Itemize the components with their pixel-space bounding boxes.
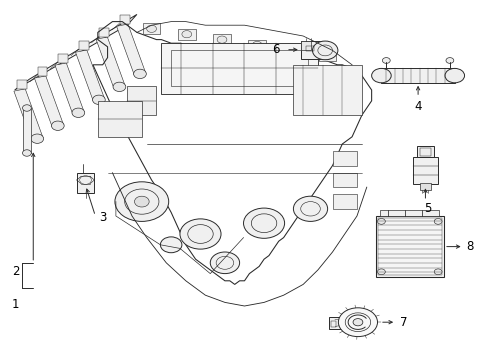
Polygon shape [96,37,125,88]
Bar [283,45,301,56]
Bar [419,183,430,190]
Polygon shape [116,24,145,75]
Bar [77,173,94,193]
Bar [377,218,441,275]
Circle shape [210,252,239,274]
Circle shape [31,134,43,143]
Bar [332,173,356,187]
Circle shape [445,58,453,63]
Text: 1: 1 [12,298,20,311]
Bar [328,317,343,329]
Bar [300,41,327,59]
Circle shape [115,182,168,221]
Bar [332,151,356,166]
Circle shape [252,41,262,49]
Polygon shape [15,14,137,90]
Circle shape [92,95,105,104]
Circle shape [352,319,362,326]
Text: 3: 3 [99,211,106,224]
Circle shape [293,196,327,221]
Bar [248,40,265,50]
Bar [293,65,361,115]
Circle shape [322,52,332,59]
Polygon shape [34,76,63,127]
Text: 2: 2 [12,265,20,278]
Bar [375,216,443,277]
Circle shape [72,108,84,117]
Bar [161,43,317,94]
Circle shape [22,105,31,111]
Bar [142,23,160,34]
Circle shape [382,58,389,63]
Bar [127,86,156,115]
Circle shape [146,25,156,32]
Bar [330,321,336,327]
Bar [58,54,68,63]
Bar [300,41,310,50]
Circle shape [134,196,149,207]
Bar [332,194,356,209]
Circle shape [312,41,337,60]
Bar [98,101,142,137]
Bar [412,157,437,184]
Circle shape [243,208,284,238]
Text: 7: 7 [399,316,407,329]
Circle shape [377,269,385,275]
Bar [79,41,88,50]
Bar [381,68,454,83]
Text: 4: 4 [413,100,421,113]
Circle shape [160,237,182,253]
Bar [305,46,314,51]
Circle shape [22,150,31,156]
Circle shape [133,69,146,78]
Circle shape [444,68,464,83]
Bar [23,108,31,153]
Bar [419,148,430,156]
Circle shape [377,219,385,224]
Polygon shape [55,63,84,114]
Bar [178,29,195,40]
Polygon shape [75,50,104,101]
Text: 8: 8 [465,240,472,253]
Text: 5: 5 [423,202,431,215]
Circle shape [51,121,64,130]
Bar [318,50,336,61]
Text: 6: 6 [272,43,280,56]
Circle shape [433,219,441,224]
Circle shape [371,68,390,83]
Bar [213,34,230,45]
Bar [99,28,109,37]
Circle shape [217,36,226,43]
Bar [380,210,438,216]
Circle shape [338,308,377,337]
Circle shape [182,31,191,38]
Circle shape [113,82,125,91]
Bar [17,80,27,89]
Bar [120,15,129,24]
Bar [171,50,307,86]
Circle shape [433,269,441,275]
Circle shape [287,47,297,54]
Polygon shape [14,89,43,140]
Bar [416,146,433,157]
Bar [38,67,47,76]
Circle shape [180,219,221,249]
